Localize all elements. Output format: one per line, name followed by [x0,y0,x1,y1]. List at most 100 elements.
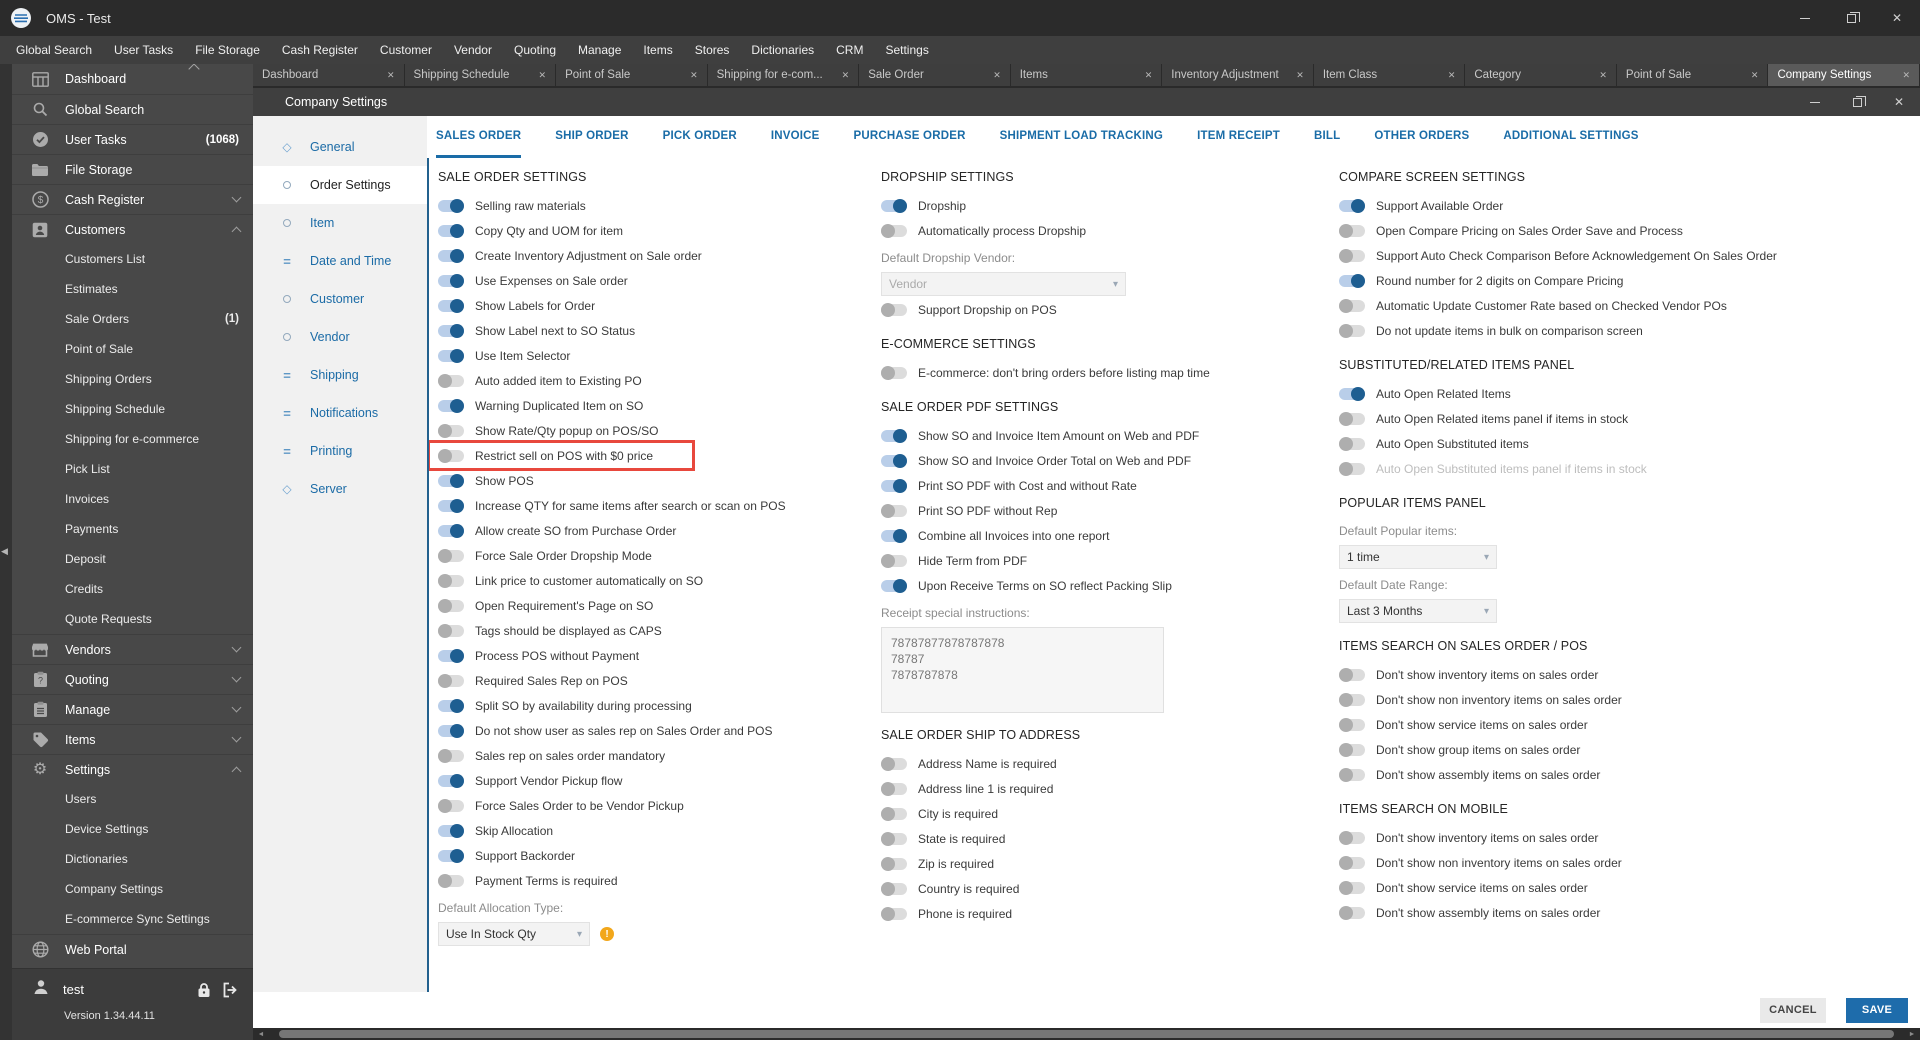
panel-restore-button[interactable] [1836,88,1878,116]
sidebar-subitem[interactable]: Payments [12,514,253,544]
toggle-switch[interactable] [438,323,464,338]
panel-close-button[interactable]: ✕ [1878,88,1920,116]
settings-tab[interactable]: OTHER ORDERS [1374,129,1470,142]
tab[interactable]: Point of Sale ✕ [556,64,708,86]
sidebar-item[interactable]: Manage [12,694,253,724]
menu-item[interactable]: Vendor [453,43,492,57]
toggle-switch[interactable] [438,498,464,513]
tab-close-icon[interactable]: ✕ [1144,69,1153,80]
sidebar-subitem[interactable]: Customers List [12,244,253,274]
toggle-switch[interactable] [438,673,464,688]
tab[interactable]: Point of Sale ✕ [1616,64,1769,86]
settings-tab[interactable]: PURCHASE ORDER [853,129,966,142]
tab[interactable]: Shipping for e-com... ✕ [707,64,860,86]
panel-nav-item[interactable]: ◇ General [253,128,427,166]
sidebar-subitem[interactable]: Company Settings [12,874,253,904]
toggle-switch[interactable] [881,856,907,871]
toggle-switch[interactable] [1339,667,1365,682]
toggle-switch[interactable] [438,723,464,738]
toggle-switch[interactable] [438,248,464,263]
toggle-switch[interactable] [438,823,464,838]
toggle-switch[interactable] [1339,855,1365,870]
menu-item[interactable]: Stores [694,43,730,57]
toggle-switch[interactable] [438,548,464,563]
scroll-right-icon[interactable]: ► [1908,1030,1916,1038]
toggle-switch[interactable] [438,448,464,463]
toggle-switch[interactable] [1339,767,1365,782]
toggle-switch[interactable] [1339,742,1365,757]
tab-close-icon[interactable]: ✕ [841,69,850,80]
settings-tab[interactable]: BILL [1313,129,1341,142]
toggle-switch[interactable] [881,223,907,238]
sidebar-subitem[interactable]: Deposit [12,544,253,574]
menu-item[interactable]: Customer [379,43,432,57]
sidebar-item[interactable]: ⚙ Settings [12,754,253,784]
toggle-switch[interactable] [1339,223,1365,238]
minimize-button[interactable] [1782,0,1828,36]
settings-tab[interactable]: SALES ORDER [436,116,522,158]
toggle-switch[interactable] [1339,411,1365,426]
sidebar-subitem[interactable]: E-commerce Sync Settings [12,904,253,934]
panel-minimize-button[interactable] [1794,88,1836,116]
tab-close-icon[interactable]: ✕ [538,69,547,80]
toggle-switch[interactable] [881,756,907,771]
toggle-switch[interactable] [438,398,464,413]
tab-close-icon[interactable]: ✕ [1750,69,1759,80]
sidebar-subitem[interactable]: Quote Requests [12,604,253,634]
toggle-switch[interactable] [438,373,464,388]
sidebar-item[interactable]: ? Quoting [12,664,253,694]
tab-close-icon[interactable]: ✕ [690,69,698,80]
toggle-switch[interactable] [881,578,907,593]
toggle-switch[interactable] [1339,386,1365,401]
sidebar-item[interactable]: Customers [12,214,253,244]
menu-item[interactable]: Quoting [513,43,557,57]
tab-close-icon[interactable]: ✕ [1447,69,1456,80]
panel-nav-item[interactable]: = Printing [253,432,427,470]
save-button[interactable]: SAVE [1846,997,1908,1023]
toggle-switch[interactable] [1339,830,1365,845]
toggle-switch[interactable] [881,302,907,317]
tab-close-icon[interactable]: ✕ [993,69,1001,80]
toggle-switch[interactable] [438,698,464,713]
sidebar-item[interactable]: Vendors [12,634,253,664]
settings-tab[interactable]: ADDITIONAL SETTINGS [1503,129,1639,142]
panel-nav-item[interactable]: Customer [253,280,427,318]
dropdown[interactable]: Use In Stock Qty ▾ [438,922,590,946]
tab[interactable]: Inventory Adjustment ✕ [1162,64,1314,86]
sidebar-subitem[interactable]: Sale Orders (1) [12,304,253,334]
panel-nav-item[interactable]: Order Settings [253,166,427,204]
panel-nav-item[interactable]: = Shipping [253,356,427,394]
logout-icon[interactable] [222,982,239,998]
menu-item[interactable]: CRM [836,43,864,57]
toggle-switch[interactable] [881,553,907,568]
tab[interactable]: Category ✕ [1465,64,1617,86]
sidebar-subitem[interactable]: Point of Sale [12,334,253,364]
panel-nav-item[interactable]: Item [253,204,427,242]
menu-item[interactable]: Global Search [16,43,93,57]
menu-item[interactable]: Cash Register [281,43,358,57]
toggle-switch[interactable] [438,298,464,313]
toggle-switch[interactable] [881,365,907,380]
tab-close-icon[interactable]: ✕ [1902,69,1911,80]
sidebar-subitem[interactable]: Shipping for e-commerce [12,424,253,454]
sidebar-subitem[interactable]: Users [12,784,253,814]
menu-item[interactable]: User Tasks [114,43,174,57]
toggle-switch[interactable] [438,223,464,238]
toggle-switch[interactable] [438,348,464,363]
tab-close-icon[interactable]: ✕ [1599,69,1607,80]
menu-item[interactable]: Dictionaries [751,43,815,57]
toggle-switch[interactable] [881,528,907,543]
sidebar-item[interactable]: Items [12,724,253,754]
settings-tab[interactable]: INVOICE [770,129,820,142]
toggle-switch[interactable] [438,648,464,663]
toggle-switch[interactable] [1339,905,1365,920]
toggle-switch[interactable] [1339,436,1365,451]
menu-item[interactable]: Settings [885,43,929,57]
receipt-instructions-textarea[interactable]: 78787877878787878 78787 7878787878 [881,627,1164,713]
toggle-switch[interactable] [438,423,464,438]
settings-tab[interactable]: PICK ORDER [662,129,737,142]
toggle-switch[interactable] [881,831,907,846]
scrollbar-thumb[interactable] [279,1030,1894,1038]
menu-item[interactable]: File Storage [195,43,260,57]
sidebar-item[interactable]: Global Search [12,94,253,124]
